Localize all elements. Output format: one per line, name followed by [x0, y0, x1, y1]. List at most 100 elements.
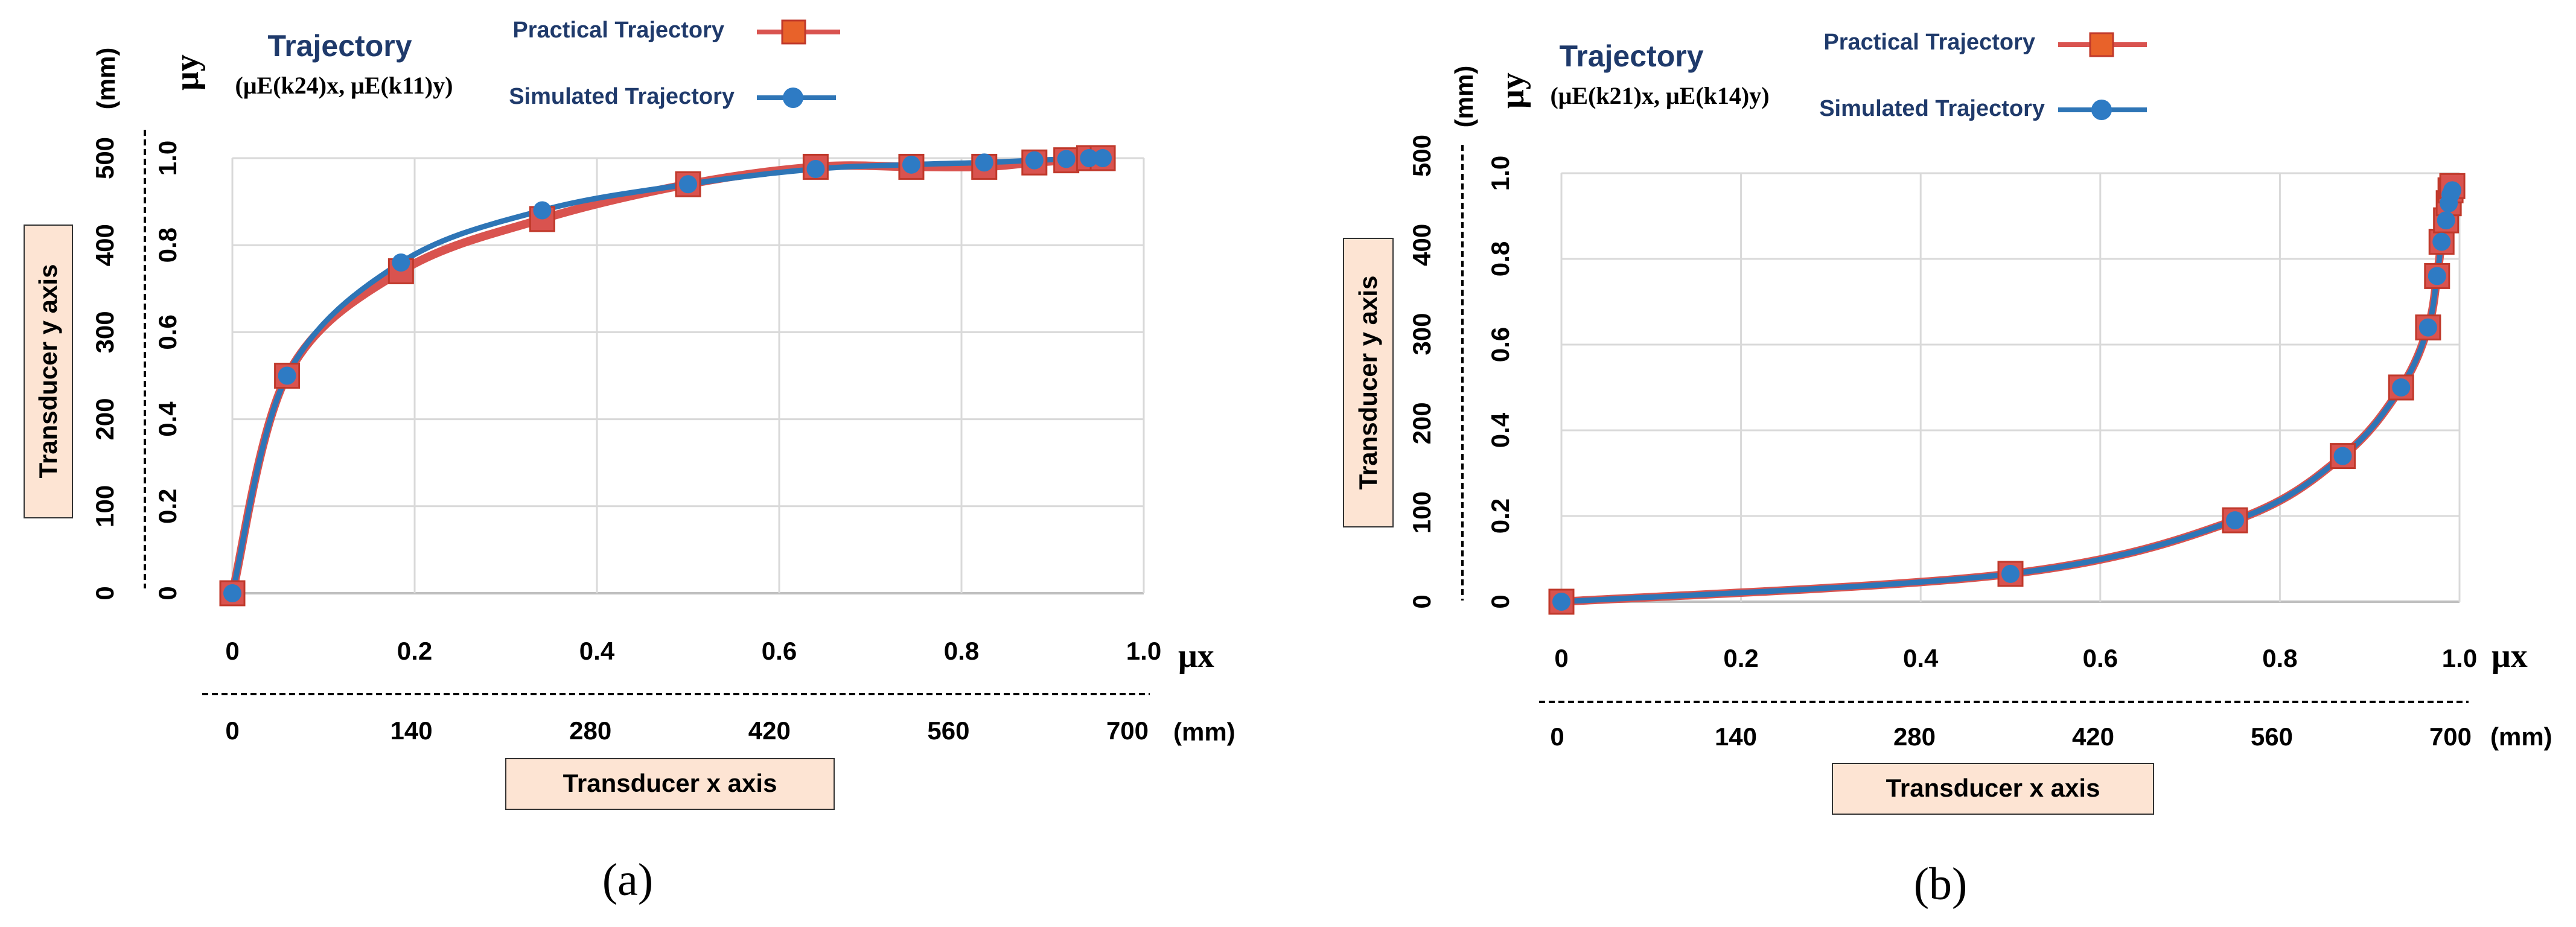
mm-x-tick-label: 700: [1106, 716, 1149, 745]
mm-x-unit: (mm): [2490, 722, 2552, 751]
simulated-point: [1057, 150, 1076, 168]
mm-y-tick-label: 100: [91, 485, 119, 527]
mm-x-tick-label: 700: [2429, 722, 2472, 751]
y-tick-label: 0.6: [1486, 327, 1514, 362]
mm-x-tick-label: 0: [225, 716, 239, 745]
y-tick-label: 0.8: [1486, 241, 1514, 276]
practical-trajectory-line: [1557, 182, 2457, 606]
transducer-y-box: Transducer y axis: [24, 225, 73, 518]
mm-y-tick-label: 200: [1408, 402, 1436, 444]
x-tick-label: 0: [225, 637, 239, 665]
simulated-point: [1080, 149, 1098, 167]
simulated-point: [223, 584, 241, 602]
series-b: [1548, 173, 2466, 615]
panel-a: 00.20.40.60.81.0 0 0.2 0.4 0.6 0.8 1.0 μy μx …: [24, 18, 1235, 905]
x-tick-label: 0.6: [2083, 644, 2118, 672]
x-tick-label: 1.0: [1126, 637, 1161, 665]
grid-b: [1560, 172, 2461, 603]
y-tick-label: 0.4: [1486, 412, 1514, 448]
mm-x-tick-label: 0: [1550, 722, 1564, 751]
x-tick-labels-a: 0 0.2 0.4 0.6 0.8 1.0: [225, 637, 1161, 665]
grid-a: [231, 157, 1145, 594]
simulated-point: [975, 153, 993, 172]
legend-practical-label: Practical Trajectory: [512, 18, 724, 43]
y-tick-label: 0: [1486, 594, 1514, 608]
mm-y-tick-label: 300: [91, 311, 119, 353]
legend-practical-marker: [2089, 32, 2114, 57]
mm-y-tick-label: 400: [1408, 224, 1436, 266]
simulated-trajectory-line: [1558, 187, 2455, 605]
simulated-trajectory-line: [229, 155, 1106, 596]
mm-x-tick-label: 560: [2251, 722, 2293, 751]
y-tick-label: 0.8: [153, 228, 182, 263]
legend-b: Trajectory (μE(k21)x, μE(k14)y) Practica…: [1550, 30, 2147, 121]
y-tick-labels-b: 0 0.2 0.4 0.6 0.8 1.0: [1486, 156, 1514, 609]
simulated-point: [2418, 318, 2437, 337]
legend-subtitle: (μE(k24)x, μE(k11)y): [235, 72, 453, 99]
simulated-point: [1552, 593, 1570, 611]
simulated-point: [679, 175, 697, 194]
x-tick-label: 0.6: [762, 637, 797, 665]
legend-practical-marker: [781, 19, 806, 45]
mm-x-tick-label: 280: [569, 716, 611, 745]
mm-x-tick-label: 420: [748, 716, 791, 745]
x-axis-label: μx: [2492, 637, 2528, 675]
legend-title: Trajectory: [1559, 39, 1703, 73]
mm-y-tick-labels-b: 0 100 200 300 400 500: [1408, 135, 1436, 609]
x-tick-label: 0.2: [1723, 644, 1758, 672]
transducer-y-label: Transducer y axis: [1354, 276, 1382, 490]
x-tick-label: 0.4: [1903, 644, 1939, 672]
x-axis-label: μx: [1178, 637, 1214, 675]
mm-y-tick-label: 100: [1408, 491, 1436, 534]
x-tick-labels-b: 0 0.2 0.4 0.6 0.8 1.0: [1554, 644, 2477, 672]
y-tick-label: 1.0: [153, 141, 182, 176]
y-axis-label: μy: [1494, 72, 1531, 109]
mm-y-unit: (mm): [92, 48, 120, 110]
panel-caption: (a): [602, 855, 653, 905]
transducer-y-box: Transducer y axis: [1343, 238, 1394, 527]
transducer-x-box: Transducer x axis: [505, 758, 835, 810]
x-tick-label: 1.0: [2442, 644, 2477, 672]
simulated-point: [2443, 181, 2462, 200]
x-tick-label: 0: [1554, 644, 1568, 672]
mm-y-tick-label: 300: [1408, 313, 1436, 355]
simulated-point: [1094, 149, 1112, 167]
simulated-point: [902, 155, 920, 174]
legend-simulated-marker: [2091, 100, 2112, 120]
practical-trajectory-line: [228, 153, 1108, 597]
series-a: [219, 145, 1116, 607]
legend-a: Trajectory (μE(k24)x, μE(k11)y) Practica…: [235, 18, 840, 109]
simulated-point: [392, 253, 410, 272]
y-tick-label: 0.2: [1486, 499, 1514, 534]
transducer-y-label: Transducer y axis: [34, 264, 62, 479]
x-tick-label: 0.2: [397, 637, 432, 665]
mm-y-tick-label: 500: [1408, 135, 1436, 177]
mm-y-tick-label: 0: [1408, 594, 1436, 608]
legend-simulated-label: Simulated Trajectory: [1819, 96, 2045, 121]
simulated-point: [2226, 511, 2244, 530]
y-tick-label: 0.6: [153, 314, 182, 349]
x-tick-label: 0.8: [944, 637, 979, 665]
mm-y-tick-label: 400: [91, 224, 119, 266]
mm-x-tick-label: 560: [927, 716, 969, 745]
simulated-point: [2437, 211, 2455, 230]
mm-y-tick-label: 0: [91, 586, 119, 600]
simulated-point: [806, 160, 825, 179]
y-tick-label: 0.2: [153, 489, 182, 524]
legend-subtitle: (μE(k21)x, μE(k14)y): [1550, 82, 1769, 109]
mm-x-tick-labels-a: 0 140 280 420 560 700: [225, 716, 1149, 745]
mm-y-unit: (mm): [1450, 66, 1478, 128]
mm-y-tick-label: 500: [91, 137, 119, 179]
simulated-point: [2392, 378, 2411, 397]
y-tick-label: 1.0: [1486, 156, 1514, 191]
mm-x-tick-label: 420: [2072, 722, 2114, 751]
y-axis-label: μy: [168, 54, 206, 91]
mm-x-tick-label: 140: [1715, 722, 1757, 751]
y-tick-label: 0.4: [153, 401, 182, 437]
simulated-point: [278, 366, 296, 385]
legend-simulated-marker: [783, 88, 803, 108]
simulated-point: [2333, 447, 2352, 465]
simulated-point: [1025, 151, 1044, 170]
transducer-x-label: Transducer x axis: [563, 769, 777, 797]
